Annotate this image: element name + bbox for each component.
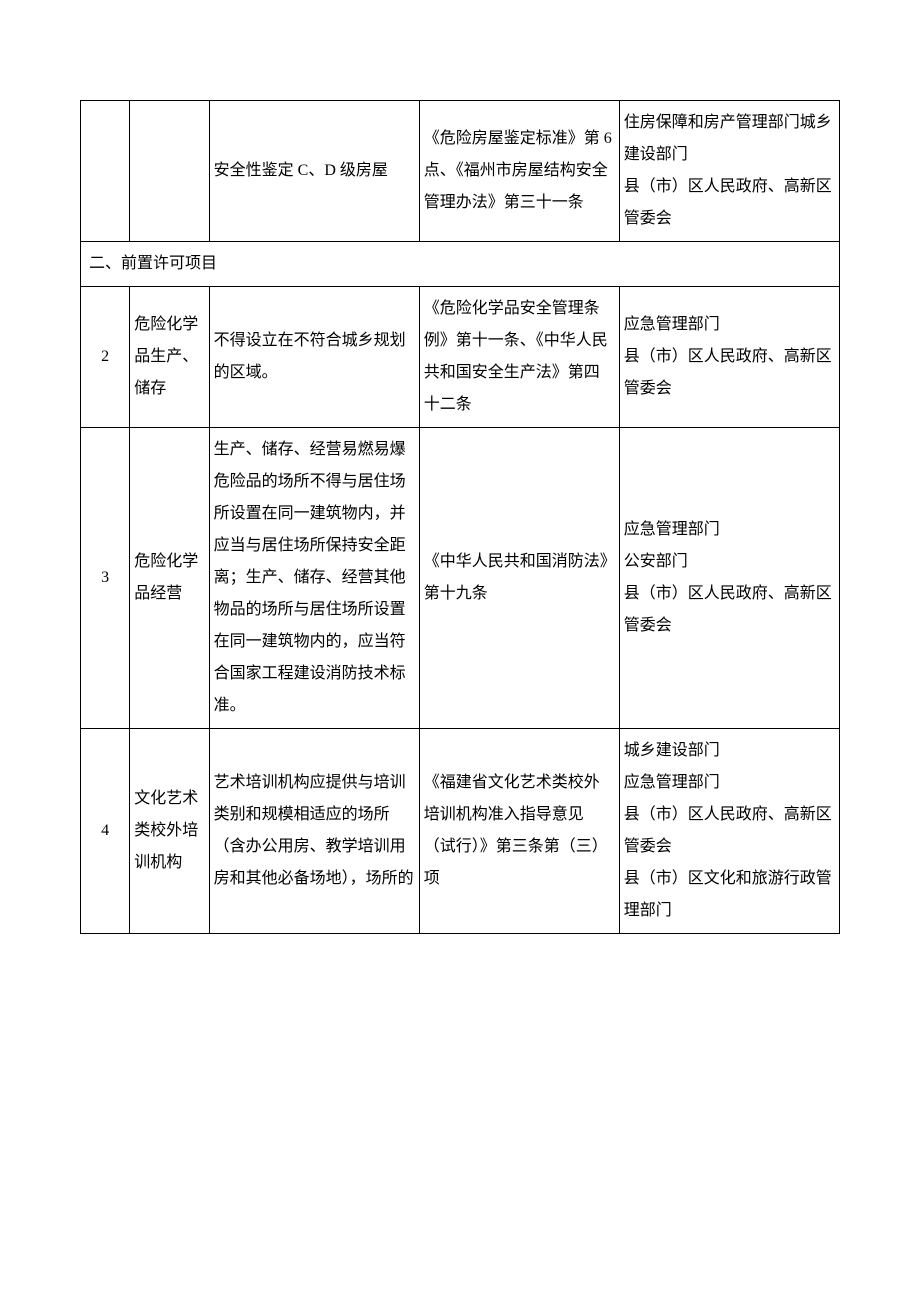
- cell-law: 《福建省文化艺术类校外培训机构准入指导意见（试行）》第三条第（三）项: [419, 729, 619, 934]
- section-header: 二、前置许可项目: [81, 242, 840, 287]
- cell-cat: 危险化学品经营: [130, 428, 209, 729]
- cell-cat: [130, 101, 209, 242]
- cell-law: 《中华人民共和国消防法》第十九条: [419, 428, 619, 729]
- section-header-row: 二、前置许可项目: [81, 242, 840, 287]
- cell-cat: 危险化学品生产、储存: [130, 287, 209, 428]
- table-row: 2 危险化学品生产、储存 不得设立在不符合城乡规划的区域。 《危险化学品安全管理…: [81, 287, 840, 428]
- regulation-table: 安全性鉴定 C、D 级房屋 《危险房屋鉴定标准》第 6 点、《福州市房屋结构安全…: [80, 100, 840, 934]
- cell-req: 艺术培训机构应提供与培训类别和规模相适应的场所（含办公用房、教学培训用房和其他必…: [209, 729, 419, 934]
- cell-num: 2: [81, 287, 130, 428]
- cell-dept: 应急管理部门公安部门县（市）区人民政府、高新区管委会: [619, 428, 839, 729]
- table-row: 安全性鉴定 C、D 级房屋 《危险房屋鉴定标准》第 6 点、《福州市房屋结构安全…: [81, 101, 840, 242]
- cell-law: 《危险房屋鉴定标准》第 6 点、《福州市房屋结构安全管理办法》第三十一条: [419, 101, 619, 242]
- document-page: 安全性鉴定 C、D 级房屋 《危险房屋鉴定标准》第 6 点、《福州市房屋结构安全…: [0, 0, 920, 994]
- table-row: 4 文化艺术类校外培训机构 艺术培训机构应提供与培训类别和规模相适应的场所（含办…: [81, 729, 840, 934]
- cell-dept: 应急管理部门县（市）区人民政府、高新区管委会: [619, 287, 839, 428]
- cell-req: 不得设立在不符合城乡规划的区域。: [209, 287, 419, 428]
- cell-cat: 文化艺术类校外培训机构: [130, 729, 209, 934]
- cell-num: 4: [81, 729, 130, 934]
- cell-req: 安全性鉴定 C、D 级房屋: [209, 101, 419, 242]
- cell-req: 生产、储存、经营易燃易爆危险品的场所不得与居住场所设置在同一建筑物内，并应当与居…: [209, 428, 419, 729]
- cell-law: 《危险化学品安全管理条例》第十一条、《中华人民共和国安全生产法》第四十二条: [419, 287, 619, 428]
- cell-num: [81, 101, 130, 242]
- cell-dept: 住房保障和房产管理部门城乡建设部门县（市）区人民政府、高新区管委会: [619, 101, 839, 242]
- cell-num: 3: [81, 428, 130, 729]
- table-row: 3 危险化学品经营 生产、储存、经营易燃易爆危险品的场所不得与居住场所设置在同一…: [81, 428, 840, 729]
- cell-dept: 城乡建设部门应急管理部门县（市）区人民政府、高新区管委会县（市）区文化和旅游行政…: [619, 729, 839, 934]
